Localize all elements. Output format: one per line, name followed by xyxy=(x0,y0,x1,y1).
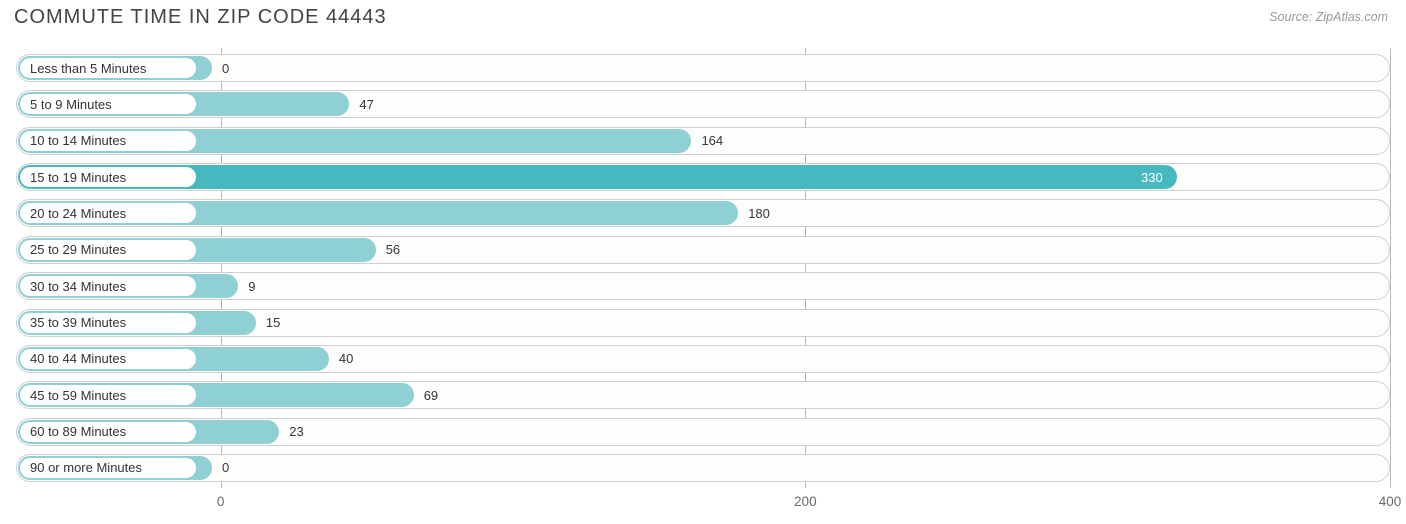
bar-category-label: 90 or more Minutes xyxy=(20,458,196,478)
chart-source: Source: ZipAtlas.com xyxy=(1269,10,1388,24)
plot-area: Less than 5 Minutes 0 5 to 9 Minutes 47 10 t… xyxy=(16,48,1390,488)
bar-row: 25 to 29 Minutes 56 xyxy=(16,236,1390,264)
bar-value-label: 180 xyxy=(748,199,770,227)
bar-value-label: 164 xyxy=(701,127,723,155)
chart-title: COMMUTE TIME IN ZIP CODE 44443 xyxy=(14,6,387,29)
bar-value-label: 23 xyxy=(289,418,303,446)
bar-row: 60 to 89 Minutes 23 xyxy=(16,418,1390,446)
bar-value-label: 69 xyxy=(424,381,438,409)
bar-row: 20 to 24 Minutes 180 xyxy=(16,199,1390,227)
x-tick-label: 200 xyxy=(794,494,817,509)
bar-category-label: 25 to 29 Minutes xyxy=(20,240,196,260)
bar-category-label: 30 to 34 Minutes xyxy=(20,276,196,296)
bar-category-label: 40 to 44 Minutes xyxy=(20,349,196,369)
bar-value-label: 47 xyxy=(359,90,373,118)
bar-category-label: 35 to 39 Minutes xyxy=(20,313,196,333)
bar-category-label: 5 to 9 Minutes xyxy=(20,94,196,114)
bar-category-label: 15 to 19 Minutes xyxy=(20,167,196,187)
x-axis: 0200400 xyxy=(16,494,1390,514)
bar-value-label: 15 xyxy=(266,309,280,337)
bar-category-label: 45 to 59 Minutes xyxy=(20,385,196,405)
bar-value-label: 40 xyxy=(339,345,353,373)
bar-category-label: 20 to 24 Minutes xyxy=(20,203,196,223)
bar-category-label: Less than 5 Minutes xyxy=(20,58,196,78)
bar-row: Less than 5 Minutes 0 xyxy=(16,54,1390,82)
x-tick-label: 0 xyxy=(217,494,225,509)
chart-container: COMMUTE TIME IN ZIP CODE 44443 Source: Z… xyxy=(0,0,1406,524)
bar-value-label: 0 xyxy=(222,454,229,482)
bar-row: 35 to 39 Minutes 15 xyxy=(16,309,1390,337)
bar-value-label: 0 xyxy=(222,54,229,82)
x-tick-label: 400 xyxy=(1379,494,1402,509)
bar-category-label: 60 to 89 Minutes xyxy=(20,422,196,442)
bar-category-label: 10 to 14 Minutes xyxy=(20,131,196,151)
bar-value-label: 9 xyxy=(248,272,255,300)
gridline xyxy=(1390,48,1391,488)
bar-row: 15 to 19 Minutes 330 xyxy=(16,163,1390,191)
bar-row: 30 to 34 Minutes 9 xyxy=(16,272,1390,300)
bars-group: Less than 5 Minutes 0 5 to 9 Minutes 47 10 t… xyxy=(16,48,1390,488)
bar-value-label: 56 xyxy=(386,236,400,264)
bar-row: 10 to 14 Minutes 164 xyxy=(16,127,1390,155)
bar-row: 90 or more Minutes 0 xyxy=(16,454,1390,482)
bar-row: 45 to 59 Minutes 69 xyxy=(16,381,1390,409)
bar-value-label: 330 xyxy=(1141,163,1163,191)
bar-row: 40 to 44 Minutes 40 xyxy=(16,345,1390,373)
bar-row: 5 to 9 Minutes 47 xyxy=(16,90,1390,118)
